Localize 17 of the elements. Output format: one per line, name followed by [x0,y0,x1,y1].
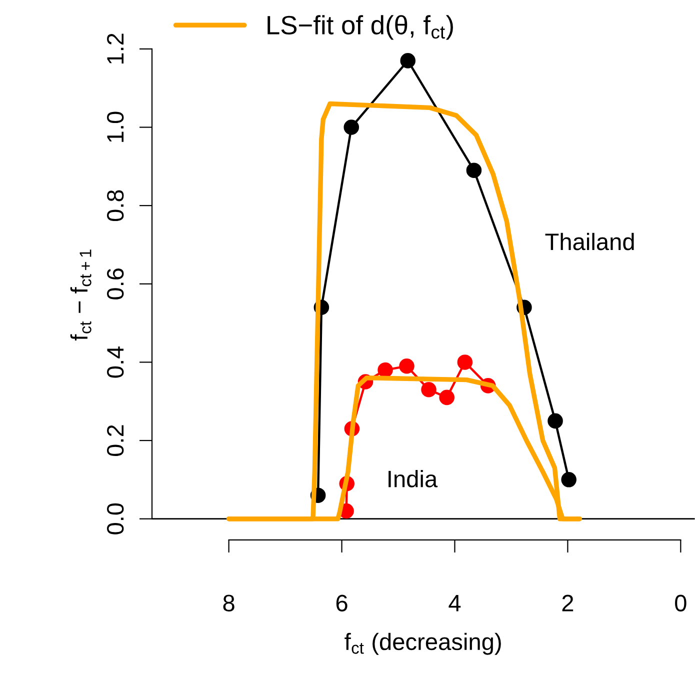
y-tick-label: 0.2 [107,425,124,456]
legend-label: LS−fit of d(θ, f$_{ct}$) [268,15,453,40]
y-tick-label: 0.4 [107,346,124,378]
y-tick-label: 0.8 [107,190,124,222]
x-tick-label: 0 [675,594,686,612]
x-tick-label: 4 [448,595,461,612]
y-tick-label: 1.2 [107,34,124,64]
x-axis-title: f$_{ct}$ (decreasing) [344,632,501,655]
series-label: Thailand [545,232,634,250]
y-axis-title: f$_{ct}$ − f$_{ct+1}$ [70,250,92,341]
y-tick-label: 0.6 [107,268,124,300]
x-tick-label: 8 [223,594,234,612]
x-tick-label: 6 [336,594,348,612]
y-tick-label: 0.0 [107,503,124,534]
series-label: India [388,470,438,488]
y-tick-label: 1.0 [107,112,124,142]
x-tick-label: 2 [562,594,574,612]
